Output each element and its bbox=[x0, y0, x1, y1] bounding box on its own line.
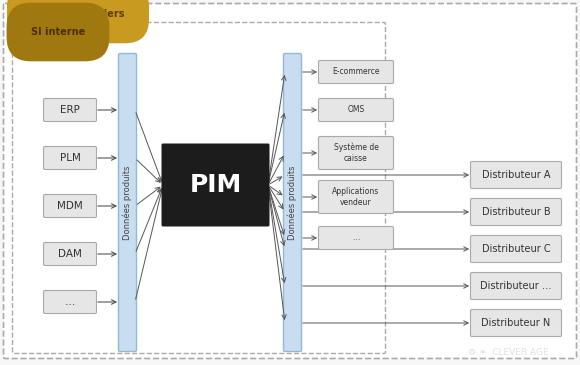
Text: Écosystème tiers: Écosystème tiers bbox=[31, 7, 125, 19]
Text: Données produits: Données produits bbox=[288, 165, 297, 240]
FancyBboxPatch shape bbox=[470, 199, 561, 226]
FancyBboxPatch shape bbox=[318, 137, 393, 169]
Text: ERP: ERP bbox=[60, 105, 80, 115]
Text: OMS: OMS bbox=[347, 105, 365, 115]
FancyBboxPatch shape bbox=[118, 54, 136, 351]
Text: …: … bbox=[352, 234, 360, 242]
Text: ⚙ ❧  CLEVER AGE: ⚙ ❧ CLEVER AGE bbox=[467, 347, 548, 357]
FancyBboxPatch shape bbox=[470, 235, 561, 262]
Text: Distributeur …: Distributeur … bbox=[480, 281, 552, 291]
FancyBboxPatch shape bbox=[470, 273, 561, 300]
Text: Distributeur N: Distributeur N bbox=[481, 318, 550, 328]
Text: Distributeur B: Distributeur B bbox=[481, 207, 550, 217]
Text: E-commerce: E-commerce bbox=[332, 68, 380, 77]
Text: Données produits: Données produits bbox=[123, 165, 132, 240]
Text: Distributeur C: Distributeur C bbox=[481, 244, 550, 254]
FancyBboxPatch shape bbox=[44, 195, 96, 218]
Text: MDM: MDM bbox=[57, 201, 83, 211]
FancyBboxPatch shape bbox=[318, 181, 393, 214]
FancyBboxPatch shape bbox=[318, 227, 393, 250]
Text: PLM: PLM bbox=[60, 153, 81, 163]
Text: DAM: DAM bbox=[58, 249, 82, 259]
FancyBboxPatch shape bbox=[470, 161, 561, 188]
FancyBboxPatch shape bbox=[318, 61, 393, 84]
FancyBboxPatch shape bbox=[44, 146, 96, 169]
FancyBboxPatch shape bbox=[161, 143, 270, 227]
Text: Distributeur A: Distributeur A bbox=[482, 170, 550, 180]
Text: Système de
caisse: Système de caisse bbox=[334, 143, 378, 163]
Text: …: … bbox=[65, 297, 75, 307]
FancyBboxPatch shape bbox=[44, 99, 96, 122]
FancyBboxPatch shape bbox=[284, 54, 302, 351]
FancyBboxPatch shape bbox=[44, 242, 96, 265]
FancyBboxPatch shape bbox=[44, 291, 96, 314]
Text: PIM: PIM bbox=[190, 173, 242, 197]
FancyBboxPatch shape bbox=[318, 99, 393, 122]
Text: Applications
vendeur: Applications vendeur bbox=[332, 187, 380, 207]
FancyBboxPatch shape bbox=[3, 4, 577, 358]
FancyBboxPatch shape bbox=[470, 310, 561, 337]
Text: SI interne: SI interne bbox=[31, 27, 85, 37]
